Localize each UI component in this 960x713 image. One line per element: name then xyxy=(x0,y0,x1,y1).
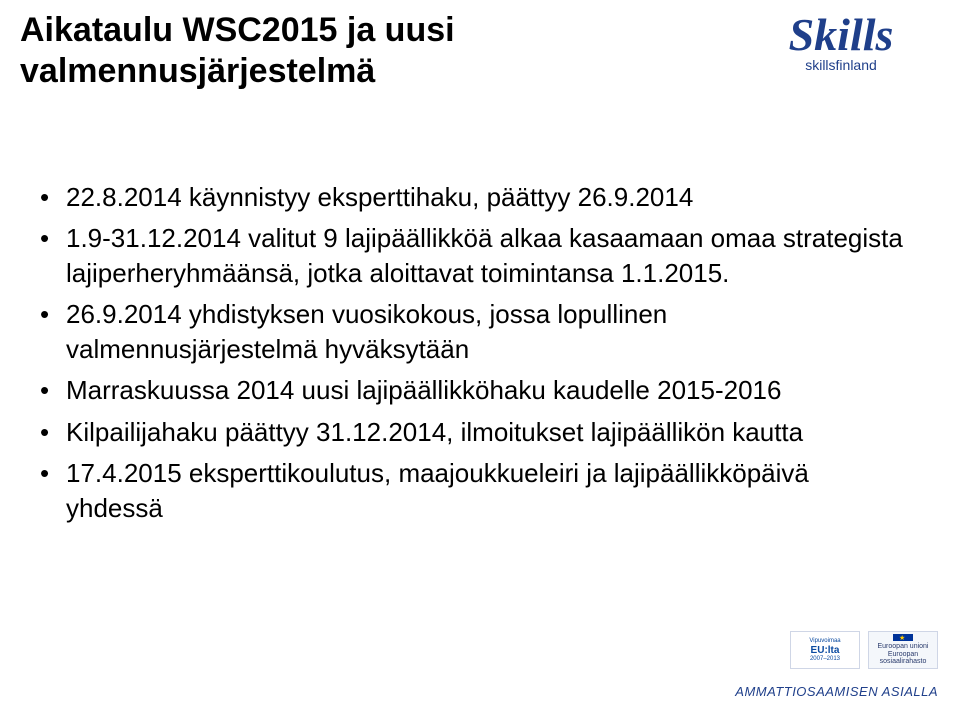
bullet-text: Kilpailijahaku päättyy 31.12.2014, ilmoi… xyxy=(66,417,803,447)
esr-line-2: Euroopan sosiaalirahasto xyxy=(871,651,935,666)
eu-esr-badge: Euroopan unioni Euroopan sosiaalirahasto xyxy=(868,631,938,669)
logo-word: Skills xyxy=(746,14,936,55)
bullet-text: 26.9.2014 yhdistyksen vuosikokous, jossa… xyxy=(66,299,667,364)
title-line-2: valmennusjärjestelmä xyxy=(20,52,375,90)
list-item: 22.8.2014 käynnistyy eksperttihaku, päät… xyxy=(40,180,910,215)
footer-tagline: AMMATTIOSAAMISEN ASIALLA xyxy=(735,684,938,699)
logo-tagline: skillsfinland xyxy=(746,57,936,73)
vipu-big: EU:lta xyxy=(811,645,840,656)
bullet-text: 1.9-31.12.2014 valitut 9 lajipäällikköä … xyxy=(66,223,903,288)
page-title: Aikataulu WSC2015 ja uusi valmennusjärje… xyxy=(20,10,580,92)
vipuvoimaa-badge: Vipuvoimaa EU:lta 2007–2013 xyxy=(790,631,860,669)
vipu-years: 2007–2013 xyxy=(810,656,840,663)
list-item: 26.9.2014 yhdistyksen vuosikokous, jossa… xyxy=(40,297,910,367)
list-item: 1.9-31.12.2014 valitut 9 lajipäällikköä … xyxy=(40,221,910,291)
esr-line-1: Euroopan unioni xyxy=(878,643,929,651)
bullet-list: 22.8.2014 käynnistyy eksperttihaku, päät… xyxy=(40,180,910,532)
vipu-top: Vipuvoimaa xyxy=(809,638,840,645)
list-item: Marraskuussa 2014 uusi lajipäällikköhaku… xyxy=(40,373,910,408)
bullet-text: 22.8.2014 käynnistyy eksperttihaku, päät… xyxy=(66,182,693,212)
list-item: 17.4.2015 eksperttikoulutus, maajoukkuel… xyxy=(40,456,910,526)
bullet-text: 17.4.2015 eksperttikoulutus, maajoukkuel… xyxy=(66,458,809,523)
bullet-text: Marraskuussa 2014 uusi lajipäällikköhaku… xyxy=(66,375,781,405)
eu-flag-icon xyxy=(893,634,913,641)
title-line-1: Aikataulu WSC2015 ja uusi xyxy=(20,11,455,49)
skills-finland-logo: Skills skillsfinland xyxy=(746,14,936,73)
eu-funding-badges: Vipuvoimaa EU:lta 2007–2013 Euroopan uni… xyxy=(790,631,938,669)
slide: Aikataulu WSC2015 ja uusi valmennusjärje… xyxy=(0,0,960,713)
list-item: Kilpailijahaku päättyy 31.12.2014, ilmoi… xyxy=(40,415,910,450)
